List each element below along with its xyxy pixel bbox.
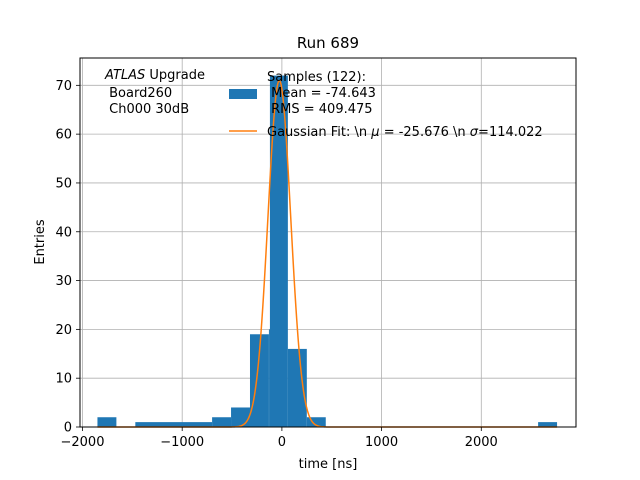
legend-fit-mu: μ xyxy=(370,125,379,140)
legend-samples-line-3: RMS = 409.475 xyxy=(267,102,373,117)
annotation-line-2: Board260 xyxy=(105,86,172,101)
x-tick-label: 2000 xyxy=(465,435,498,450)
histogram-bar xyxy=(249,334,269,427)
legend-fit-part-1: Gaussian Fit: \n xyxy=(267,125,371,140)
histogram-bars xyxy=(97,75,558,428)
y-tick-label: 50 xyxy=(55,176,72,191)
histogram-bar xyxy=(306,417,326,427)
annotation-line-3: Ch000 30dB xyxy=(105,102,189,117)
y-tick-label: 60 xyxy=(55,128,72,143)
annotation-line-1: ATLAS Upgrade xyxy=(104,68,205,83)
legend: Samples (122): Mean = -74.643 RMS = 409.… xyxy=(229,70,543,140)
annotation-atlas: ATLAS xyxy=(104,68,145,83)
legend-fit-sigma: σ xyxy=(470,125,479,140)
y-tick-label: 30 xyxy=(55,274,72,289)
histogram-bar xyxy=(269,75,288,428)
histogram-bar xyxy=(538,422,558,427)
histogram-bar xyxy=(135,422,213,427)
annotation-upgrade: Upgrade xyxy=(145,68,205,83)
histogram-bar xyxy=(97,417,117,427)
y-axis-ticks: 0 10 20 30 40 50 60 70 xyxy=(55,79,80,436)
y-axis-label: Entries xyxy=(33,219,48,265)
legend-samples-line-1: Samples (122): xyxy=(267,70,366,85)
histogram-bar xyxy=(287,348,307,427)
x-axis-label: time [ns] xyxy=(299,457,358,472)
plot-frame xyxy=(79,57,577,428)
x-tick-label: −1000 xyxy=(160,435,204,450)
histogram-bar xyxy=(268,329,270,427)
x-axis-ticks: −2000 −1000 0 1000 2000 xyxy=(61,427,498,450)
legend-samples-line-2: Mean = -74.643 xyxy=(267,86,376,101)
x-tick-label: −2000 xyxy=(61,435,105,450)
experiment-annotation: ATLAS Upgrade Board260 Ch000 30dB xyxy=(104,68,205,117)
legend-fit-part-3: =114.022 xyxy=(478,125,543,140)
legend-fit-label: Gaussian Fit: \n μ = -25.676 \n σ=114.02… xyxy=(267,125,543,140)
legend-fit-part-2: = -25.676 \n xyxy=(380,125,470,140)
histogram-bar xyxy=(231,407,250,427)
y-tick-label: 40 xyxy=(55,225,72,240)
y-tick-label: 10 xyxy=(55,372,72,387)
y-tick-label: 20 xyxy=(55,323,72,338)
chart-title: Run 689 xyxy=(297,34,359,52)
legend-swatch-samples xyxy=(229,89,257,99)
histogram-bar xyxy=(212,417,232,427)
x-tick-label: 0 xyxy=(278,435,286,450)
y-tick-label: 70 xyxy=(55,79,72,94)
y-tick-label: 0 xyxy=(64,421,72,436)
x-tick-label: 1000 xyxy=(365,435,398,450)
